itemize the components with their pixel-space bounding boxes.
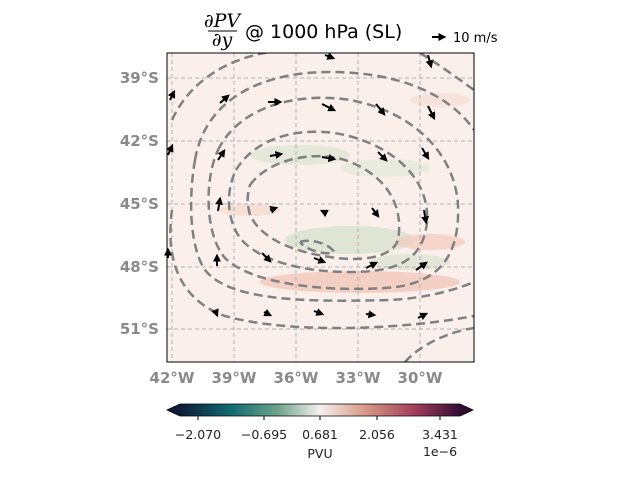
lat-tick-label: 48°S <box>120 258 159 276</box>
wind-arrow-icon <box>313 308 325 316</box>
svg-text:@ 1000 hPa (SL): @ 1000 hPa (SL) <box>245 21 402 43</box>
lat-tick-label: 39°S <box>120 69 159 87</box>
pressure-contours <box>169 53 474 362</box>
lon-tick-label: 42°W <box>150 369 195 387</box>
quiver-key: 10 m/s <box>432 31 498 46</box>
wind-arrow-icon <box>365 310 377 319</box>
wind-arrow-icon <box>261 252 272 263</box>
colorbar-tick-label: −2.070 <box>175 427 221 442</box>
map-panel <box>164 52 475 363</box>
wind-arrow-icon <box>324 52 336 60</box>
lat-tick-label: 42°S <box>120 132 159 150</box>
lat-tick-labels: 39°S 42°S 45°S 48°S 51°S <box>120 69 159 338</box>
wind-arrow-icon <box>421 209 430 225</box>
chart-title: ∂PV ∂y @ 1000 hPa (SL) <box>204 10 402 51</box>
wind-arrow-icon <box>417 312 429 321</box>
wind-arrow-icon <box>167 89 176 101</box>
wind-arrow-icon <box>215 196 224 212</box>
wind-arrow-icon <box>319 209 329 218</box>
colorbar-tick-label: 2.056 <box>359 427 395 442</box>
wind-arrow-icon <box>377 151 388 162</box>
quiver-key-label: 10 m/s <box>453 31 498 46</box>
wind-arrow-icon <box>421 147 430 161</box>
wind-arrow-icon <box>321 103 337 112</box>
wind-vectors <box>164 52 436 321</box>
lon-tick-label: 30°W <box>398 369 443 387</box>
wind-arrow-icon <box>415 261 428 271</box>
wind-arrow-icon <box>313 256 327 264</box>
lon-tick-label: 39°W <box>212 369 257 387</box>
lon-tick-labels: 42°W 39°W 36°W 33°W 30°W <box>150 369 443 387</box>
wind-arrow-icon <box>371 207 380 218</box>
lat-tick-label: 45°S <box>120 195 159 213</box>
colorbar: −2.070 −0.695 0.681 2.056 3.431 PVU 1e−6 <box>166 403 474 461</box>
colorbar-gradient <box>180 404 460 416</box>
pv-gradient-field <box>220 93 470 293</box>
colorbar-tick-label: 3.431 <box>422 427 458 442</box>
colorbar-tick-label: −0.695 <box>241 427 287 442</box>
wind-arrow-icon <box>211 308 219 318</box>
wind-arrow-icon <box>365 261 379 270</box>
colorbar-tick-label: 0.681 <box>302 427 338 442</box>
wind-arrow-icon <box>269 151 284 159</box>
svg-text:∂PV: ∂PV <box>204 10 243 32</box>
colorbar-extend-low <box>167 404 180 416</box>
svg-text:∂y: ∂y <box>212 29 233 51</box>
wind-arrow-icon <box>166 143 174 156</box>
wind-arrow-icon <box>375 103 386 116</box>
lon-tick-label: 33°W <box>336 369 381 387</box>
wind-arrow-icon <box>425 54 434 69</box>
colorbar-scale-label: 1e−6 <box>423 444 457 459</box>
wind-arrow-icon <box>263 308 273 317</box>
wind-arrow-icon <box>427 105 436 121</box>
wind-arrow-icon <box>269 205 279 214</box>
map-frame <box>166 52 475 363</box>
wind-arrow-icon <box>219 94 230 104</box>
colorbar-label: PVU <box>307 446 332 461</box>
wind-arrow-icon <box>321 154 337 163</box>
wind-arrow-icon <box>217 149 226 161</box>
lon-tick-label: 36°W <box>274 369 319 387</box>
lat-tick-label: 51°S <box>120 320 159 338</box>
colorbar-extend-high <box>460 404 473 416</box>
